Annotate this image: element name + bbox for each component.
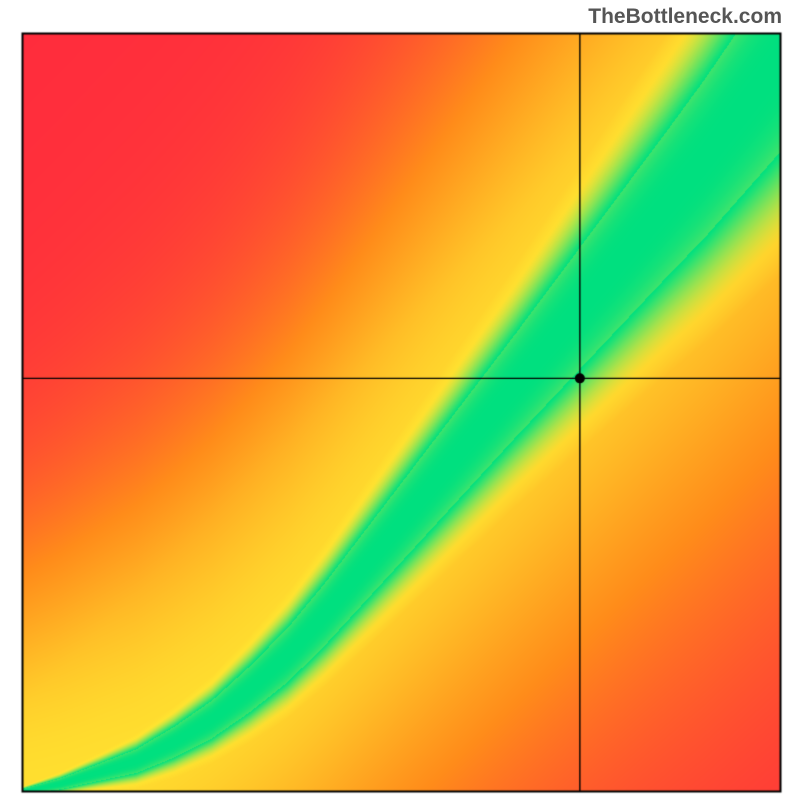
watermark-text: TheBottleneck.com — [588, 5, 782, 29]
chart-container: TheBottleneck.com — [0, 0, 800, 800]
heatmap-canvas — [0, 0, 800, 800]
